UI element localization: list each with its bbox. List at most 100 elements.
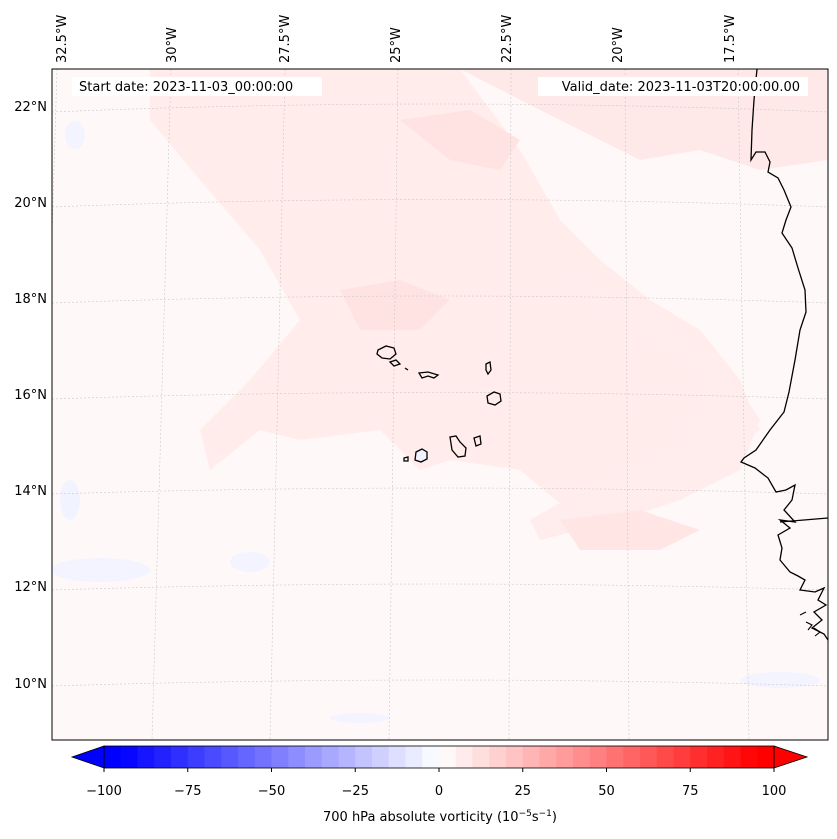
- colorbar-swatch: [439, 746, 457, 768]
- vorticity-band-main: [150, 69, 760, 520]
- lon-label-27-5w: 27.5°W: [278, 15, 293, 63]
- colorbar-swatch: [606, 746, 624, 768]
- lat-label-12n: 12°N: [14, 580, 47, 595]
- coastline-west-africa: [739, 69, 828, 641]
- vorticity-field: [52, 69, 828, 740]
- lon-label-20w: 20°W: [611, 27, 626, 63]
- longitude-labels: 32.5°W 30°W 27.5°W 25°W 22.5°W 20°W 17.5…: [55, 15, 738, 63]
- vorticity-band-e: [530, 280, 760, 540]
- colorbar-swatch: [522, 746, 540, 768]
- colorbar-tick-label: −75: [174, 784, 201, 799]
- island-santa-luzia: [404, 367, 409, 371]
- colorbar-ticks: −100 −75 −50 −25 0 25 50 75 100: [86, 768, 786, 799]
- parallel-20n: [52, 199, 828, 208]
- colorbar-swatch: [757, 746, 775, 768]
- colorbar-swatch: [372, 746, 390, 768]
- colorbar-swatch: [187, 746, 205, 768]
- colorbar-swatch: [573, 746, 591, 768]
- colorbar-swatch: [171, 746, 189, 768]
- colorbar-swatch: [120, 746, 138, 768]
- start-date-text: Start date: 2023-11-03_00:00:00: [79, 80, 293, 95]
- colorbar-swatch: [321, 746, 339, 768]
- colorbar-swatch: [154, 746, 172, 768]
- negative-patch-2: [52, 558, 150, 582]
- colorbar-swatch: [723, 746, 741, 768]
- colorbar-swatch: [589, 746, 607, 768]
- lon-label-17-5w: 17.5°W: [723, 15, 738, 63]
- colorbar-max-arrow: [773, 745, 809, 769]
- colorbar-tick-label: −25: [342, 784, 369, 799]
- island-santiago: [449, 435, 467, 458]
- lat-label-20n: 20°N: [14, 196, 47, 211]
- colorbar-swatch: [221, 746, 239, 768]
- colorbar-swatch: [690, 746, 708, 768]
- colorbar-swatch: [740, 746, 758, 768]
- parallel-18n: [52, 295, 828, 304]
- colorbar-swatch: [489, 746, 507, 768]
- parallel-10n: [52, 679, 828, 687]
- vorticity-patch-n: [400, 110, 520, 170]
- colorbar-swatch: [271, 746, 289, 768]
- colorbar-min-arrow: [70, 745, 105, 769]
- island-boa-vista: [486, 391, 502, 406]
- valid-date-box: [538, 77, 808, 96]
- colorbar-tick-label: 75: [682, 784, 699, 799]
- colorbar-swatch: [405, 746, 423, 768]
- island-santo-antao: [376, 345, 397, 360]
- colorbar-swatch: [288, 746, 306, 768]
- colorbar-tick-label: −100: [86, 784, 122, 799]
- colorbar-swatch: [338, 746, 356, 768]
- colorbar-swatch: [673, 746, 691, 768]
- colorbar-swatch: [355, 746, 373, 768]
- colorbar-tick-label: 50: [598, 784, 615, 799]
- colorbar-swatch: [472, 746, 490, 768]
- colorbar-swatch: [204, 746, 222, 768]
- valid-date-text: Valid_date: 2023-11-03T20:00:00.00: [562, 80, 800, 95]
- negative-patch-5: [330, 713, 390, 723]
- parallel-14n: [52, 487, 828, 495]
- lat-label-22n: 22°N: [14, 100, 47, 115]
- colorbar-swatch: [422, 746, 440, 768]
- cape-verde-islands: [376, 345, 502, 463]
- island-maio: [473, 435, 482, 447]
- parallel-22n: [52, 103, 828, 113]
- colorbar-swatch: [455, 746, 473, 768]
- lon-label-25w: 25°W: [389, 27, 404, 63]
- colorbar-swatch: [104, 746, 122, 768]
- colorbar: −100 −75 −50 −25 0 25 50 75 100 700 hPa absolute…: [70, 745, 809, 825]
- vorticity-patch-se: [560, 510, 700, 550]
- lat-label-16n: 16°N: [14, 388, 47, 403]
- colorbar-tick-label: 25: [514, 784, 531, 799]
- colorbar-swatch: [640, 746, 658, 768]
- lon-label-32-5w: 32.5°W: [55, 15, 70, 63]
- negative-patch-1: [60, 480, 80, 520]
- parallel-12n: [52, 583, 828, 591]
- colorbar-swatch: [623, 746, 641, 768]
- colorbar-swatch: [556, 746, 574, 768]
- island-fogo: [414, 448, 428, 463]
- colorbar-swatch: [388, 746, 406, 768]
- lon-label-30w: 30°W: [165, 27, 180, 63]
- colorbar-swatch: [656, 746, 674, 768]
- coastline-bijagos: [799, 611, 821, 637]
- colorbar-swatch: [305, 746, 323, 768]
- island-sao-nicolau: [417, 371, 440, 379]
- colorbar-label: 700 hPa absolute vorticity (10−5s−1): [323, 809, 557, 825]
- parallel-16n: [52, 392, 828, 400]
- lat-label-10n: 10°N: [14, 677, 47, 692]
- graticule: [52, 69, 828, 740]
- island-sal: [485, 361, 492, 376]
- lat-label-14n: 14°N: [14, 484, 47, 499]
- colorbar-swatch: [254, 746, 272, 768]
- colorbar-swatch: [707, 746, 725, 768]
- colorbar-swatch: [238, 746, 256, 768]
- lon-label-22-5w: 22.5°W: [500, 15, 515, 63]
- colorbar-swatches: [104, 746, 775, 768]
- colorbar-swatch: [506, 746, 524, 768]
- island-brava: [403, 456, 409, 462]
- start-date-box: [72, 77, 322, 96]
- colorbar-tick-label: −50: [258, 784, 285, 799]
- latitude-labels: 22°N 20°N 18°N 16°N 14°N 12°N 10°N: [14, 100, 47, 692]
- coastline-gambia-inlet: [779, 517, 828, 523]
